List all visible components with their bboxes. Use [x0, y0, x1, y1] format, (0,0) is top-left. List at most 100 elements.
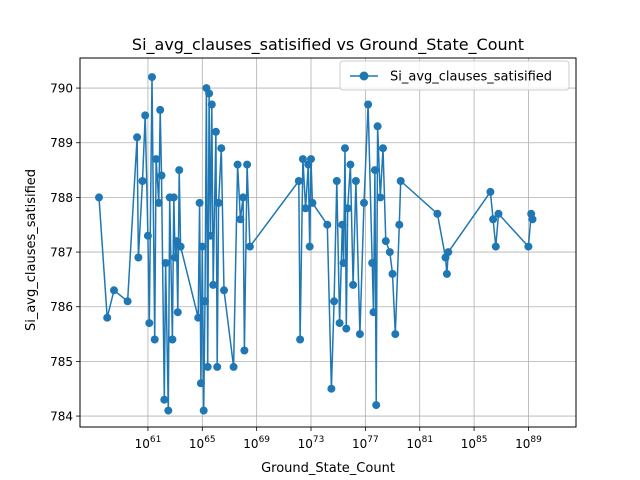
data-point: [171, 253, 180, 262]
data-point: [143, 231, 152, 240]
data-point: [123, 297, 132, 306]
data-point: [240, 346, 249, 355]
data-point: [95, 193, 103, 202]
data-point: [103, 313, 112, 322]
data-point: [396, 177, 405, 185]
data-point: [236, 215, 245, 224]
data-point: [172, 237, 181, 246]
data-point: [134, 253, 143, 262]
data-point: [201, 297, 209, 306]
data-point: [176, 242, 185, 251]
data-point: [376, 193, 385, 202]
data-point: [349, 280, 358, 289]
legend-marker-swatch: [359, 71, 369, 81]
data-point: [145, 319, 154, 328]
data-point: [528, 215, 537, 224]
data-point: [381, 237, 390, 246]
data-point: [339, 259, 348, 267]
data-point: [379, 144, 387, 153]
data-point: [364, 100, 373, 109]
data-point: [308, 198, 317, 207]
data-point: [205, 89, 214, 98]
y-tick-label: 790: [50, 82, 73, 96]
data-point: [351, 177, 360, 185]
data-point: [160, 395, 169, 404]
legend: Si_avg_clauses_satisified: [339, 60, 570, 91]
data-point: [346, 160, 355, 169]
data-point: [141, 111, 150, 120]
data-point: [391, 330, 400, 339]
chart-title: Si_avg_clauses_satisified vs Ground_Stat…: [132, 35, 524, 55]
data-point: [206, 231, 215, 240]
data-point: [355, 330, 364, 339]
data-point: [360, 198, 368, 207]
data-point: [154, 198, 163, 207]
data-point: [388, 269, 397, 278]
data-point: [369, 308, 378, 317]
data-point: [373, 122, 382, 131]
data-point: [486, 187, 495, 196]
data-point: [385, 248, 394, 257]
data-point: [152, 155, 161, 164]
data-point: [489, 215, 498, 224]
data-point: [239, 193, 248, 202]
data-point: [245, 242, 254, 251]
data-point: [229, 362, 238, 371]
data-point: [307, 155, 315, 164]
data-point: [372, 401, 381, 410]
data-point: [161, 259, 170, 267]
data-point: [175, 166, 184, 175]
data-point: [433, 209, 442, 218]
data-point: [209, 280, 218, 289]
data-point: [494, 209, 503, 218]
data-point: [332, 177, 341, 185]
plot-area: [79, 57, 577, 428]
data-point: [335, 319, 344, 328]
data-point: [156, 105, 165, 114]
data-point: [220, 286, 228, 295]
data-point: [195, 198, 204, 207]
data-point: [444, 248, 453, 257]
data-point: [217, 144, 226, 153]
data-point: [199, 406, 208, 415]
data-point: [196, 379, 205, 388]
data-point: [442, 269, 451, 278]
data-point: [194, 313, 203, 322]
data-point: [341, 144, 349, 153]
series-layer: [95, 73, 537, 415]
grid: [80, 58, 576, 427]
data-point: [157, 171, 166, 180]
data-point: [211, 127, 220, 136]
data-point: [198, 242, 207, 251]
data-point: [294, 177, 303, 185]
data-point: [296, 335, 305, 344]
data-point: [169, 193, 178, 202]
y-tick-label: 784: [50, 410, 73, 424]
data-point: [173, 308, 182, 317]
y-tick-label: 787: [50, 246, 73, 260]
data-point: [368, 259, 377, 267]
data-point: [133, 133, 142, 142]
legend-label: Si_avg_clauses_satisified: [390, 70, 552, 85]
data-point: [164, 406, 173, 415]
data-point: [323, 220, 332, 229]
data-point: [243, 160, 252, 169]
data-point: [338, 220, 347, 229]
data-point: [233, 160, 242, 169]
data-point: [168, 335, 177, 344]
data-point: [395, 220, 404, 229]
y-tick-label: 786: [50, 300, 73, 314]
data-point: [327, 384, 336, 393]
legend-box: [339, 60, 570, 91]
data-point: [342, 324, 351, 333]
data-point: [330, 297, 339, 306]
y-axis-title: Si_avg_clauses_satisified: [24, 169, 39, 331]
y-tick-label: 788: [50, 191, 73, 205]
data-point: [343, 204, 352, 213]
data-point: [148, 73, 156, 82]
data-point: [213, 362, 222, 371]
x-axis-title: Ground_State_Count: [261, 461, 395, 476]
data-point: [110, 286, 118, 295]
ticks: 1061 1065 1069 1073 1077 1081 1085 108978478578…: [50, 82, 542, 451]
